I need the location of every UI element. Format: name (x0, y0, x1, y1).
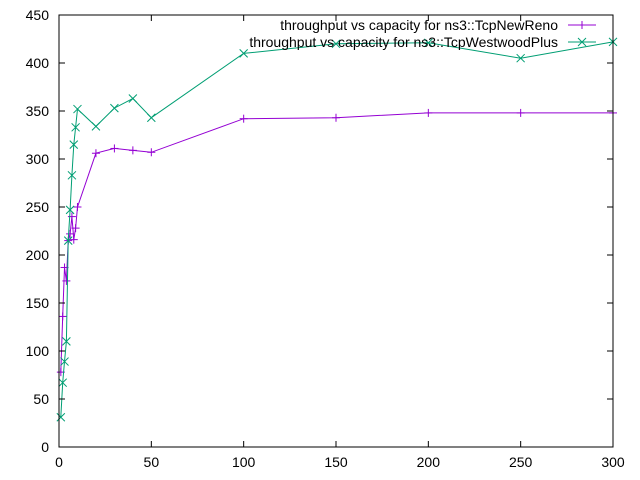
series-1-point-17 (516, 53, 526, 63)
legend-label-1: throughput vs capacity for ns3::TcpWestw… (249, 34, 558, 50)
series-0-point-14 (239, 114, 248, 123)
series-1-point-0 (56, 412, 66, 422)
series-0-point-2 (60, 263, 69, 272)
y-tick-label-2: 100 (26, 343, 50, 359)
series-1-point-4 (63, 236, 73, 245)
series-1-point-15 (331, 39, 341, 49)
y-tick-label-6: 300 (26, 151, 50, 167)
series-1-point-11 (110, 103, 119, 113)
y-tick-label-5: 250 (26, 199, 50, 215)
series-1-point-6 (67, 170, 77, 180)
series-1-point-14 (239, 49, 249, 58)
series-0-point-15 (332, 113, 340, 122)
series-0-point-8 (71, 224, 80, 233)
series-0-point-16 (424, 108, 433, 117)
legend-marker-0 (578, 21, 586, 29)
y-tick-label-0: 0 (41, 439, 49, 455)
y-tick-label-8: 400 (26, 55, 50, 71)
series-0-point-11 (110, 144, 119, 153)
x-tick-label-1: 50 (144, 454, 160, 470)
series-1-point-5 (65, 205, 75, 215)
series-1-point-13 (146, 113, 156, 123)
series-0-point-1 (58, 312, 67, 321)
series-1-point-7 (69, 140, 79, 149)
x-tick-label-3: 150 (324, 454, 348, 470)
series-1-point-3 (62, 337, 71, 346)
series-line-1 (60, 41, 614, 418)
x-tick-label-6: 300 (601, 454, 625, 470)
y-tick-label-3: 150 (26, 295, 50, 311)
y-tick-label-9: 450 (26, 7, 50, 23)
series-0-point-7 (69, 235, 78, 244)
series-1-point-12 (128, 94, 138, 103)
series-0-point-12 (128, 146, 137, 155)
x-tick-label-5: 250 (509, 454, 533, 470)
series-1-point-16 (423, 38, 433, 48)
series-1-point-8 (71, 122, 80, 132)
y-tick-label-7: 350 (26, 103, 50, 119)
series-1 (56, 37, 618, 422)
legend: throughput vs capacity for ns3::TcpNewRe… (249, 17, 596, 50)
y-tick-label-4: 200 (26, 247, 50, 263)
series-0-point-5 (66, 229, 75, 238)
series-0 (56, 108, 617, 377)
series-1-point-10 (91, 122, 101, 131)
axis-layer: 0 50 100 150 200 250 300 0 50 100 150 200 250 300 350 4… (26, 7, 625, 470)
series-0-point-13 (147, 148, 156, 157)
x-tick-label-4: 200 (417, 454, 441, 470)
x-tick-label-0: 0 (55, 454, 63, 470)
series-0-point-9 (73, 203, 82, 211)
legend-marker-1 (577, 37, 587, 47)
series-line-0 (60, 112, 613, 373)
series-0-point-3 (62, 276, 71, 285)
series-1-point-2 (60, 357, 69, 366)
x-tick-label-2: 100 (232, 454, 256, 470)
y-tick-label-1: 50 (33, 391, 49, 407)
plot-frame (58, 14, 614, 448)
series-1-point-1 (58, 378, 68, 388)
legend-label-0: throughput vs capacity for ns3::TcpNewRe… (280, 17, 558, 33)
series-0-point-17 (516, 108, 525, 117)
series-0-point-10 (91, 149, 100, 158)
series-1-point-9 (73, 104, 82, 114)
series-layer (56, 37, 618, 422)
